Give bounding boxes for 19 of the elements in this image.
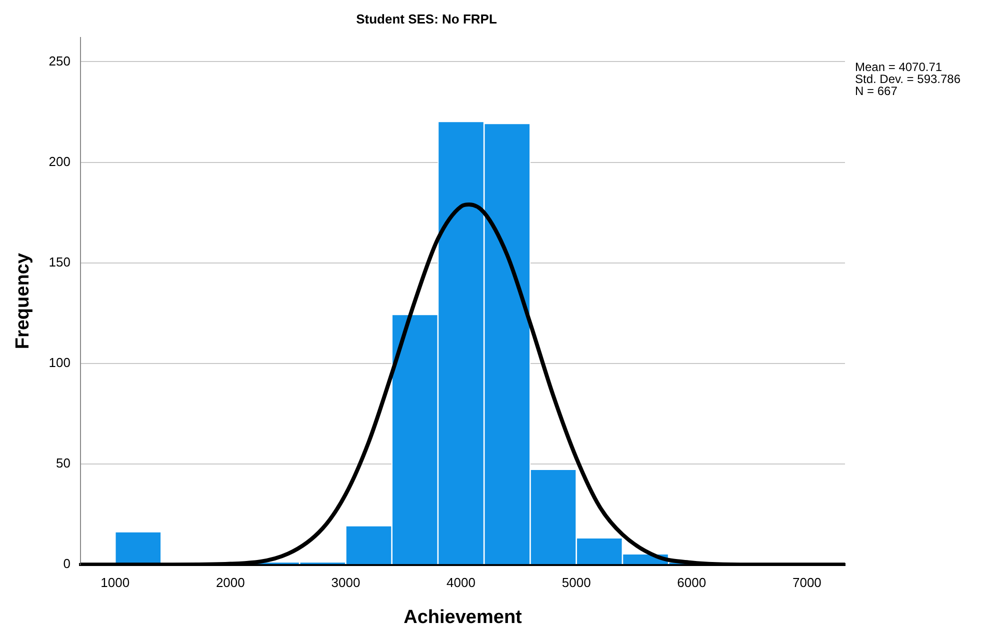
x-tick-label: 1000	[100, 574, 130, 590]
x-tick-label: 2000	[216, 574, 245, 590]
x-tick-label: 3000	[331, 574, 360, 590]
y-tick-label: 150	[48, 254, 70, 270]
text: Mean = 4070.71	[855, 60, 942, 74]
x-tick-label: 5000	[562, 574, 591, 590]
chart-title: Student SES: No FRPL	[356, 11, 497, 26]
y-tick-label: 200	[48, 154, 70, 169]
y-tick-label: 250	[48, 53, 70, 68]
text: Std. Dev. = 593.786	[855, 72, 961, 86]
x-tick-label: 4000	[446, 574, 476, 590]
y-tick-label: 0	[63, 556, 70, 572]
x-tick-label: 7000	[792, 574, 822, 590]
y-tick-label: 50	[56, 456, 70, 471]
x-tick-label: 6000	[677, 574, 706, 590]
text: N = 667	[855, 84, 898, 98]
x-axis-title: Achievement	[404, 606, 523, 628]
y-tick-label: 100	[48, 355, 70, 370]
y-axis-title: Frequency	[12, 252, 34, 350]
